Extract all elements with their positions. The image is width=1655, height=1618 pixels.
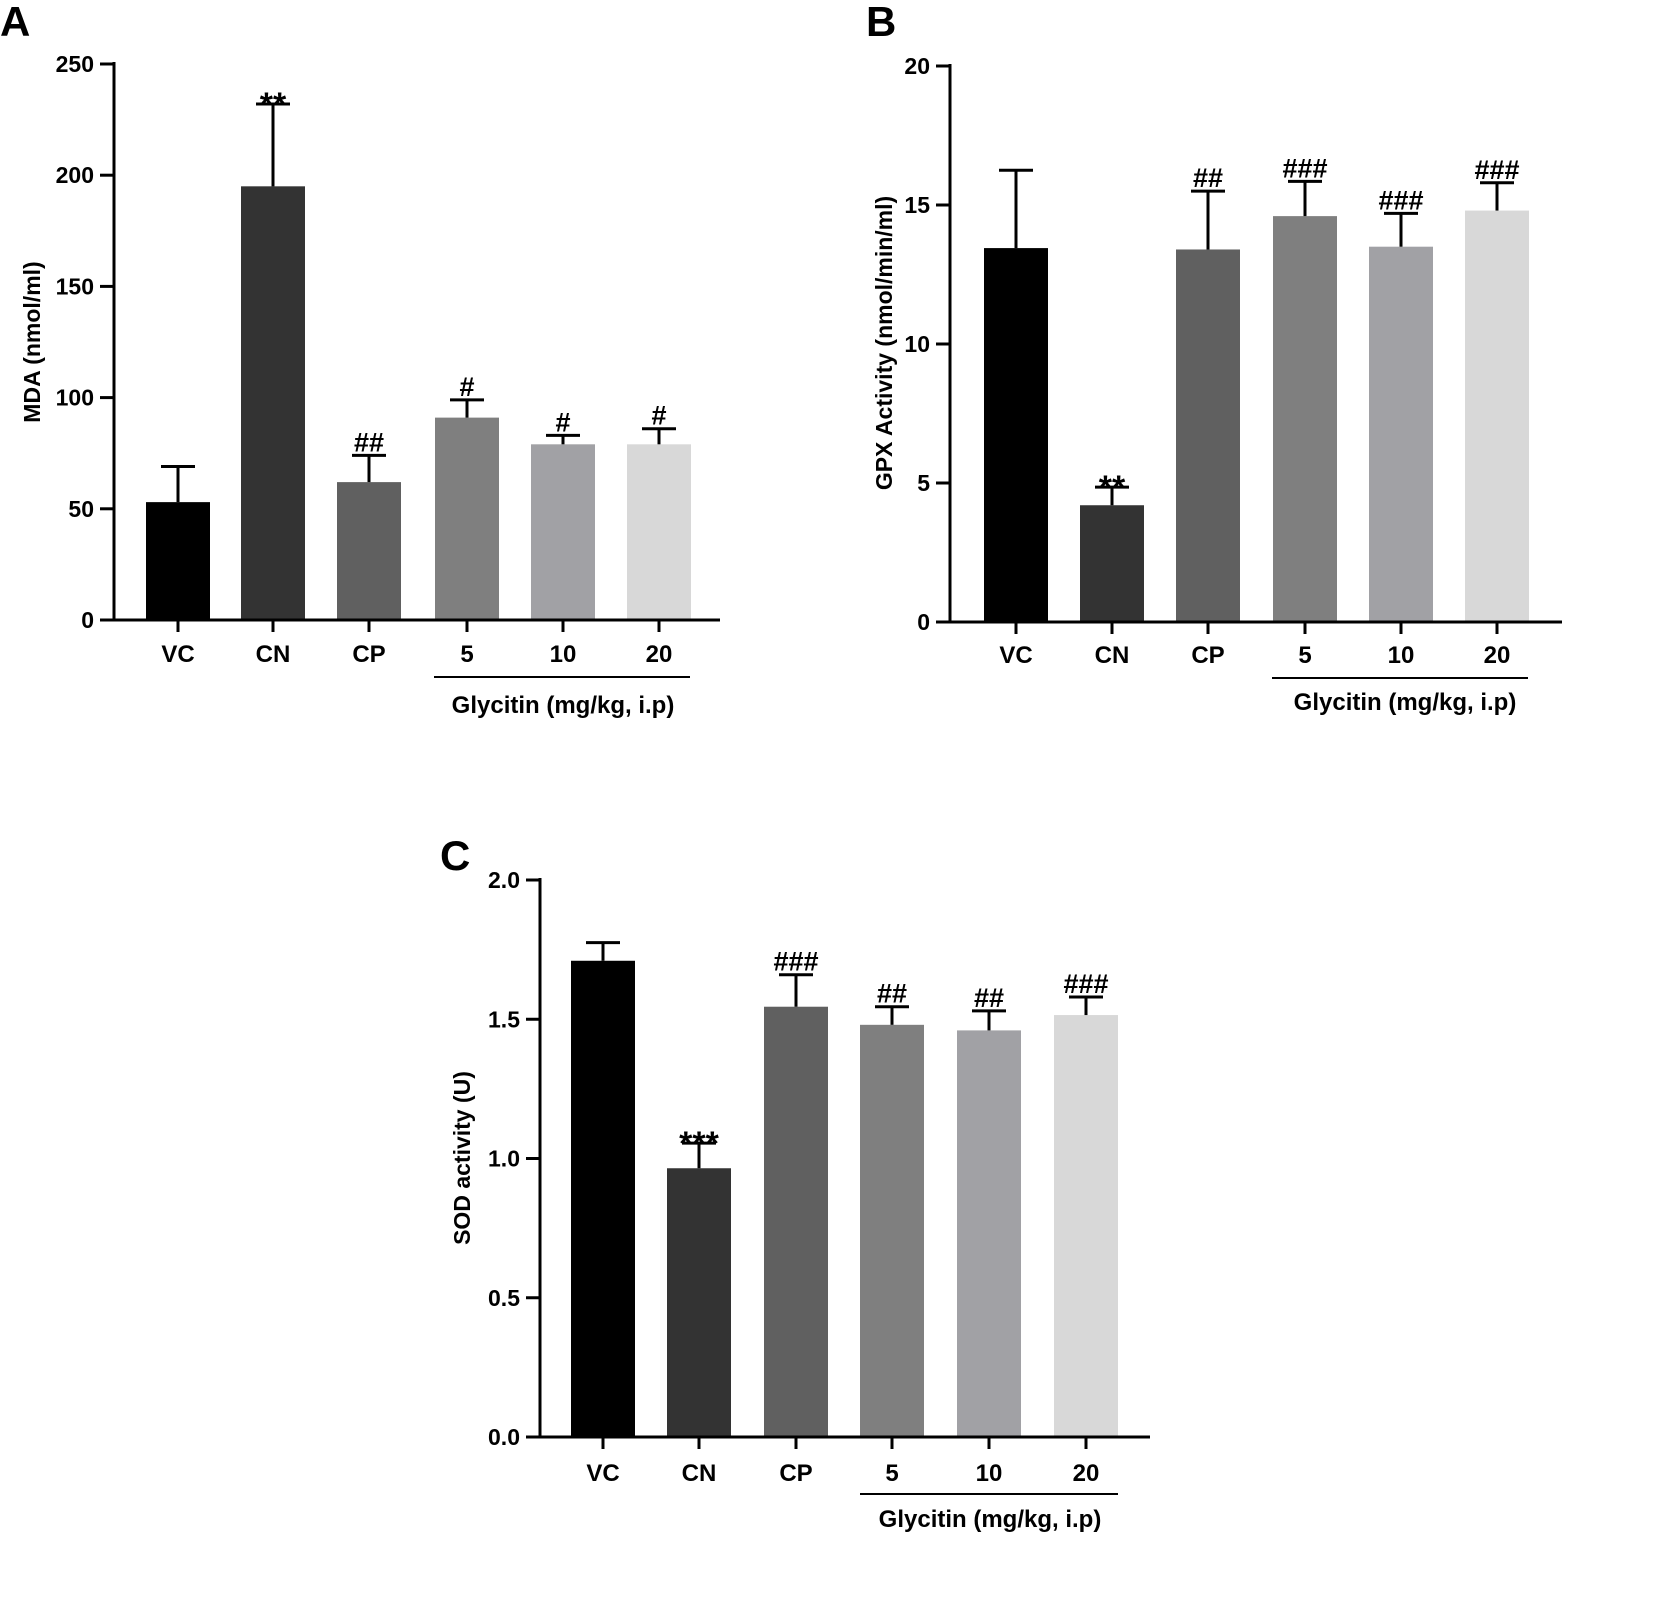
bar [241, 186, 305, 620]
significance-hash: # [651, 401, 666, 431]
significance-hash: ## [354, 427, 384, 457]
x-tick-label: 5 [885, 1460, 898, 1487]
x-tick-label: VC [161, 641, 194, 668]
significance-hash: ### [1282, 153, 1327, 183]
y-tick-label: 2.0 [488, 867, 520, 893]
bar [1176, 249, 1240, 623]
bar [1080, 505, 1144, 622]
bar [571, 960, 635, 1437]
group-label: Glycitin (mg/kg, i.p) [452, 692, 675, 719]
significance-stars: ** [260, 86, 287, 124]
y-tick-label: 0 [917, 609, 930, 635]
bar [337, 482, 401, 620]
x-tick-label: CN [682, 1460, 717, 1487]
x-tick-label: VC [586, 1460, 619, 1487]
bar [627, 444, 691, 620]
significance-hash: ### [1378, 185, 1423, 215]
x-tick-label: CP [1191, 642, 1224, 669]
x-tick-label: 10 [550, 641, 577, 668]
y-tick-label: 5 [917, 470, 930, 496]
x-tick-label: 10 [1388, 642, 1415, 669]
y-tick-label: 20 [904, 53, 930, 79]
y-tick-label: 150 [56, 273, 94, 299]
significance-hash: ## [974, 983, 1004, 1013]
bar [1054, 1015, 1118, 1437]
bar [531, 444, 595, 620]
significance-hash: # [555, 407, 570, 437]
bar [146, 502, 210, 620]
y-tick-label: 100 [56, 385, 94, 411]
chart-panel-c: C***##### ## ###0.00.51.01.52.0VC CN CP 5 10 20… [440, 832, 1150, 1533]
bar [667, 1168, 731, 1437]
x-tick-label: VC [999, 642, 1032, 669]
y-tick-label: 15 [904, 192, 930, 218]
y-tick-label: 200 [56, 162, 94, 188]
bar [764, 1006, 828, 1437]
significance-stars: ** [1099, 469, 1126, 507]
y-axis-title: SOD activity (U) [449, 1071, 475, 1245]
significance-hash: ### [1063, 969, 1108, 999]
bar [435, 417, 499, 620]
bar [1465, 210, 1529, 622]
panel-letter: A [0, 0, 30, 45]
group-label: Glycitin (mg/kg, i.p) [1294, 689, 1517, 716]
bar [984, 248, 1048, 622]
significance-hash: ## [877, 979, 907, 1009]
bar [1273, 216, 1337, 622]
panel-letter: B [866, 0, 896, 45]
significance-stars: *** [679, 1125, 719, 1163]
y-tick-label: 1.0 [488, 1146, 520, 1172]
y-axis-title: MDA (nmol/ml) [19, 261, 45, 422]
y-tick-label: 1.5 [488, 1006, 520, 1032]
bar [860, 1024, 924, 1437]
significance-hash: ## [1193, 163, 1223, 193]
y-tick-label: 0.0 [488, 1424, 520, 1450]
significance-hash: ### [773, 947, 818, 977]
bar [1369, 246, 1433, 622]
y-tick-label: 50 [68, 496, 94, 522]
panel-letter: C [440, 832, 470, 879]
x-tick-label: CN [1095, 642, 1130, 669]
y-tick-label: 0.5 [488, 1285, 520, 1311]
y-tick-label: 10 [904, 331, 930, 357]
group-label: Glycitin (mg/kg, i.p) [879, 1506, 1102, 1533]
x-tick-label: CN [256, 641, 291, 668]
x-tick-label: CP [779, 1460, 812, 1487]
x-tick-label: 10 [976, 1460, 1003, 1487]
y-axis-title: GPX Activity (nmol/min/ml) [871, 196, 897, 490]
x-tick-label: 20 [1484, 642, 1511, 669]
y-tick-label: 0 [81, 607, 94, 633]
y-tick-label: 250 [56, 51, 94, 77]
significance-hash: ### [1474, 155, 1519, 185]
x-tick-label: 5 [460, 641, 473, 668]
x-tick-label: 20 [646, 641, 673, 668]
bar [957, 1030, 1021, 1437]
x-tick-label: 5 [1298, 642, 1311, 669]
significance-hash: # [459, 372, 474, 402]
x-tick-label: 20 [1073, 1460, 1100, 1487]
x-tick-label: CP [352, 641, 385, 668]
